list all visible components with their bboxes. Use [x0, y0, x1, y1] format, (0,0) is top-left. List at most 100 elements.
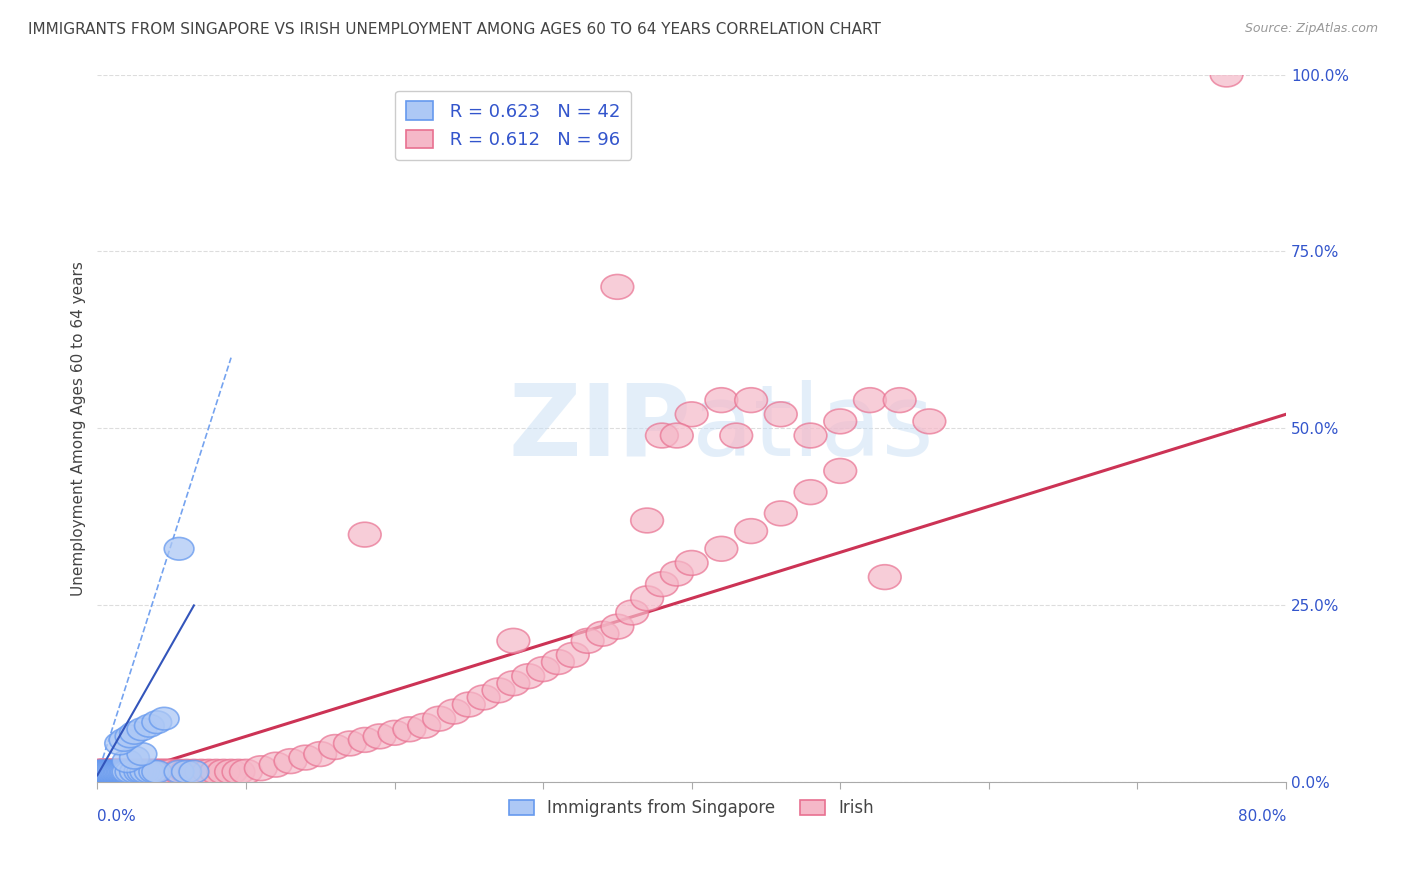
Ellipse shape — [98, 759, 132, 784]
Ellipse shape — [120, 761, 149, 783]
Ellipse shape — [704, 388, 738, 412]
Ellipse shape — [152, 759, 186, 784]
Ellipse shape — [122, 759, 155, 784]
Ellipse shape — [645, 572, 678, 597]
Ellipse shape — [108, 759, 141, 784]
Ellipse shape — [704, 536, 738, 561]
Ellipse shape — [120, 747, 149, 769]
Ellipse shape — [193, 759, 225, 784]
Ellipse shape — [91, 759, 124, 784]
Ellipse shape — [467, 685, 501, 710]
Ellipse shape — [110, 761, 139, 783]
Text: IMMIGRANTS FROM SINGAPORE VS IRISH UNEMPLOYMENT AMONG AGES 60 TO 64 YEARS CORREL: IMMIGRANTS FROM SINGAPORE VS IRISH UNEMP… — [28, 22, 882, 37]
Text: atlas: atlas — [692, 380, 934, 477]
Ellipse shape — [143, 759, 176, 784]
Ellipse shape — [765, 402, 797, 426]
Ellipse shape — [853, 388, 886, 412]
Ellipse shape — [105, 761, 135, 783]
Ellipse shape — [453, 692, 485, 717]
Text: ZIP: ZIP — [509, 380, 692, 477]
Ellipse shape — [586, 622, 619, 646]
Ellipse shape — [108, 761, 138, 783]
Ellipse shape — [101, 761, 132, 783]
Ellipse shape — [96, 759, 128, 784]
Ellipse shape — [675, 402, 709, 426]
Ellipse shape — [129, 761, 160, 783]
Ellipse shape — [333, 731, 367, 756]
Ellipse shape — [869, 565, 901, 590]
Ellipse shape — [110, 759, 142, 784]
Ellipse shape — [735, 388, 768, 412]
Ellipse shape — [93, 759, 125, 784]
Ellipse shape — [661, 423, 693, 448]
Ellipse shape — [378, 721, 411, 745]
Ellipse shape — [141, 759, 173, 784]
Ellipse shape — [883, 388, 915, 412]
Ellipse shape — [125, 759, 159, 784]
Ellipse shape — [100, 759, 134, 784]
Ellipse shape — [200, 759, 232, 784]
Ellipse shape — [600, 275, 634, 299]
Ellipse shape — [1211, 62, 1243, 87]
Ellipse shape — [97, 759, 129, 784]
Ellipse shape — [149, 759, 181, 784]
Ellipse shape — [661, 561, 693, 586]
Ellipse shape — [172, 761, 201, 783]
Ellipse shape — [512, 664, 544, 689]
Ellipse shape — [83, 759, 115, 784]
Ellipse shape — [170, 759, 202, 784]
Ellipse shape — [290, 745, 322, 770]
Text: 80.0%: 80.0% — [1237, 809, 1286, 824]
Ellipse shape — [103, 761, 134, 783]
Ellipse shape — [274, 748, 307, 773]
Ellipse shape — [215, 759, 247, 784]
Ellipse shape — [349, 728, 381, 752]
Ellipse shape — [112, 750, 142, 772]
Ellipse shape — [142, 761, 172, 783]
Ellipse shape — [912, 409, 946, 434]
Ellipse shape — [363, 724, 396, 748]
Ellipse shape — [304, 741, 336, 766]
Ellipse shape — [735, 519, 768, 543]
Ellipse shape — [139, 761, 169, 783]
Ellipse shape — [179, 761, 208, 783]
Ellipse shape — [631, 508, 664, 533]
Ellipse shape — [127, 761, 157, 783]
Ellipse shape — [94, 759, 127, 784]
Ellipse shape — [93, 761, 122, 783]
Ellipse shape — [114, 759, 146, 784]
Ellipse shape — [138, 759, 170, 784]
Ellipse shape — [675, 550, 709, 575]
Ellipse shape — [165, 538, 194, 560]
Ellipse shape — [94, 761, 124, 783]
Ellipse shape — [115, 725, 145, 747]
Ellipse shape — [720, 423, 752, 448]
Ellipse shape — [824, 409, 856, 434]
Ellipse shape — [135, 714, 165, 737]
Ellipse shape — [127, 743, 157, 765]
Ellipse shape — [120, 722, 149, 744]
Ellipse shape — [117, 759, 149, 784]
Ellipse shape — [90, 761, 120, 783]
Ellipse shape — [111, 759, 143, 784]
Ellipse shape — [631, 586, 664, 611]
Ellipse shape — [149, 707, 179, 730]
Ellipse shape — [645, 423, 678, 448]
Ellipse shape — [600, 615, 634, 639]
Ellipse shape — [112, 761, 142, 783]
Ellipse shape — [571, 629, 605, 653]
Ellipse shape — [84, 759, 117, 784]
Ellipse shape — [135, 761, 165, 783]
Ellipse shape — [165, 761, 194, 783]
Ellipse shape — [105, 732, 135, 755]
Ellipse shape — [186, 759, 218, 784]
Ellipse shape — [259, 752, 292, 777]
Ellipse shape — [616, 600, 648, 625]
Ellipse shape — [89, 761, 118, 783]
Ellipse shape — [155, 759, 188, 784]
Ellipse shape — [207, 759, 240, 784]
Ellipse shape — [245, 756, 277, 780]
Ellipse shape — [91, 761, 121, 783]
Ellipse shape — [87, 761, 117, 783]
Ellipse shape — [87, 759, 120, 784]
